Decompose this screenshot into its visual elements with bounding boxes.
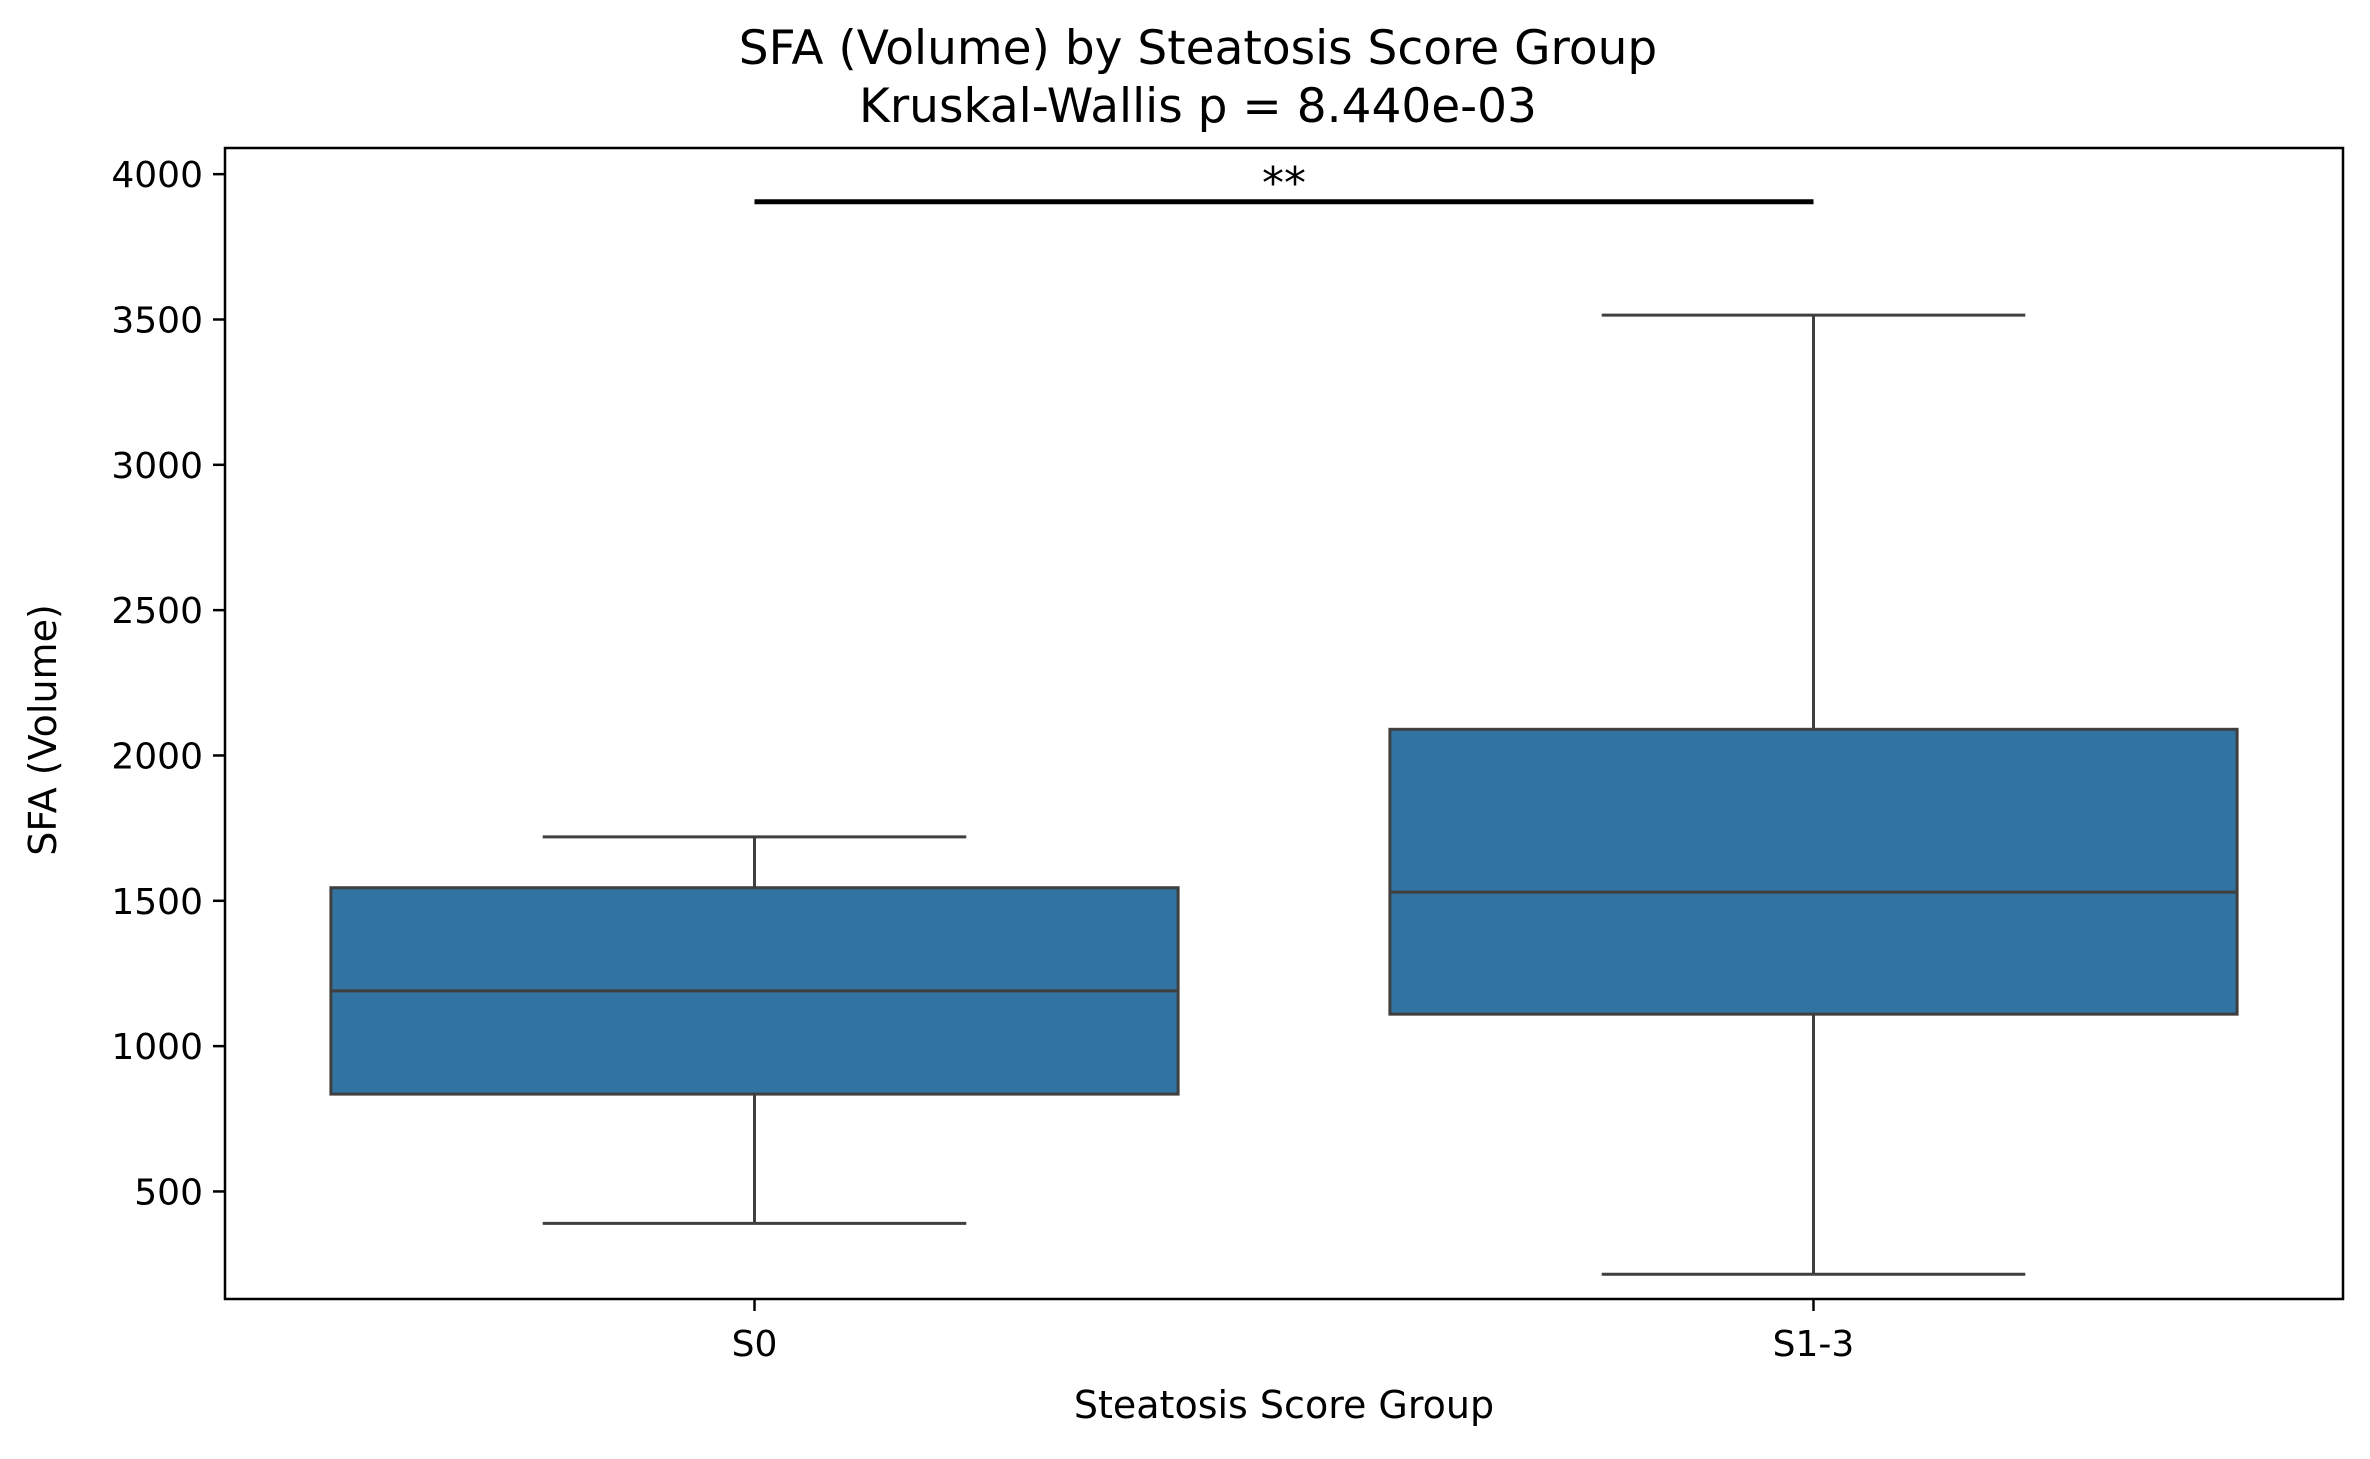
y-tick-label: 500 [134,1172,203,1213]
y-tick-label: 2000 [111,736,203,777]
y-tick-label: 3500 [111,300,203,341]
chart-title: SFA (Volume) by Steatosis Score Group [739,21,1657,76]
x-tick-label: S0 [732,1324,778,1365]
x-tick-label: S1-3 [1773,1324,1855,1365]
box-s1-3 [1388,727,2239,1016]
x-axis-label: Steatosis Score Group [1074,1383,1494,1427]
y-tick-label: 1000 [111,1027,203,1068]
y-tick-label: 4000 [111,155,203,196]
y-tick-label: 1500 [111,882,203,923]
y-tick-label: 3000 [111,446,203,487]
chart-subtitle: Kruskal-Wallis p = 8.440e-03 [859,79,1537,134]
plot-frame [223,146,2345,1301]
y-axis-label: SFA (Volume) [21,604,65,856]
y-tick-label: 2500 [111,591,203,632]
significance-label: ** [1262,158,1306,209]
